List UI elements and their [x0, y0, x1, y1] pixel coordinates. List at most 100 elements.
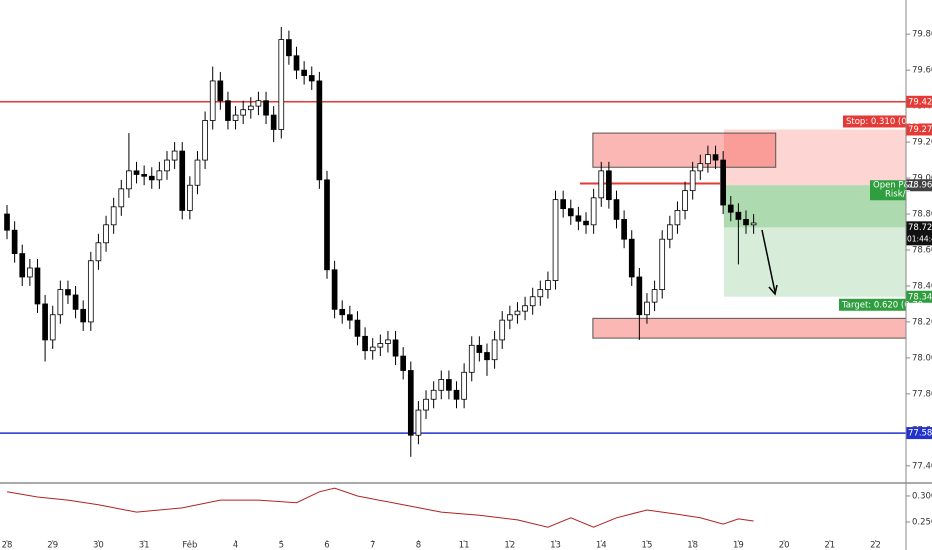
stop-text-box [843, 115, 906, 128]
candle-body [461, 371, 467, 400]
osc-tick-label: 0.300 [912, 491, 932, 501]
candle-body [286, 39, 292, 57]
candle-body [666, 224, 673, 240]
candle-body [202, 120, 208, 161]
candle-body [11, 229, 18, 254]
candle-body [49, 314, 56, 341]
candle-body [430, 389, 437, 400]
candle-body [446, 379, 452, 391]
candle-body [506, 314, 513, 321]
candle-body [133, 170, 140, 175]
x-tick-label: 11 [459, 541, 470, 550]
candle-body [621, 219, 627, 240]
entry-price-badge [906, 179, 932, 192]
candle-body [148, 175, 155, 181]
candle-body [468, 344, 475, 373]
y-tick-label: 77.400 [912, 461, 932, 471]
candle-body [19, 253, 26, 278]
candle-body [522, 305, 528, 312]
candle-body [110, 206, 117, 226]
y-tick-label: 79.800 [912, 30, 932, 40]
candle-body [689, 170, 696, 192]
candle-body [187, 184, 193, 211]
pnl-text: Open P&L: [873, 181, 918, 191]
candle-body [697, 163, 704, 172]
candle-body [80, 308, 87, 323]
candle-body [567, 208, 574, 217]
candle-body [484, 352, 490, 361]
entry-price-label: 78.960 [908, 181, 932, 191]
candle-body [590, 197, 597, 226]
target-price-label: 78.340 [908, 292, 932, 302]
x-tick-label: 29 [47, 541, 58, 550]
candle-body [293, 55, 300, 71]
candle-body [499, 319, 506, 341]
candle-body [331, 269, 338, 310]
y-tick-label: 79.000 [912, 174, 932, 184]
level-label: 79.424 [908, 97, 932, 107]
x-tick-label: 8 [416, 541, 421, 550]
candle-body [529, 296, 536, 307]
y-tick-label: 77.800 [912, 389, 932, 399]
candle-body [118, 188, 125, 208]
y-tick-label: 79.600 [912, 66, 932, 76]
candle-body [362, 335, 368, 352]
candle-body [545, 280, 551, 290]
candle-body [255, 100, 262, 107]
projection-arrow [761, 229, 776, 293]
y-tick-label: 79.200 [912, 138, 932, 148]
x-tick-label: 12 [504, 541, 515, 550]
candle-body [552, 199, 559, 281]
candle-body [491, 339, 498, 361]
candle-body [750, 222, 757, 226]
x-tick-label: 18 [687, 541, 698, 550]
candle-body [270, 114, 277, 130]
candle-body [240, 109, 247, 116]
x-tick-label: 20 [779, 541, 790, 550]
candle-body [735, 211, 742, 220]
x-tick-label: Feb [182, 541, 197, 550]
candle-body [141, 174, 147, 177]
candle-body [95, 242, 102, 262]
candle-body [720, 159, 726, 206]
stop-zone [723, 129, 906, 186]
last-price-badge [906, 221, 932, 246]
candle-body [682, 190, 688, 211]
candle-body [308, 75, 315, 82]
target-price-badge [906, 290, 932, 303]
stop-price-badge [906, 123, 932, 136]
candle-body [42, 303, 48, 341]
x-tick-label: 28 [2, 541, 13, 550]
candle-body [179, 150, 186, 211]
candle-body [644, 301, 650, 316]
candle-body [354, 319, 361, 337]
x-tick-label: 22 [870, 541, 881, 550]
candle-body [72, 294, 79, 310]
candle-body [278, 39, 285, 130]
candle-body [263, 100, 269, 116]
level-badge [906, 95, 932, 108]
candle-body [598, 170, 605, 199]
pnl-box [870, 180, 906, 201]
candle-body [392, 339, 399, 357]
candle-body [407, 370, 414, 436]
chart-layer: 77.40077.60077.80078.00078.20078.40078.6… [0, 26, 932, 550]
candle-body [27, 267, 33, 278]
candle-body [247, 105, 254, 111]
candle-body [606, 170, 612, 201]
candle-body [476, 344, 483, 353]
y-tick-label: 78.200 [912, 317, 932, 327]
candle-body [4, 213, 10, 231]
x-tick-label: 14 [596, 541, 607, 550]
candle-body [377, 343, 384, 348]
level-label: 77.582 [908, 429, 932, 439]
candle-body [674, 210, 681, 226]
candle-body [636, 276, 643, 316]
candle-body [217, 80, 224, 102]
candle-body [301, 69, 307, 76]
x-tick-label: 21 [824, 541, 835, 550]
candle-body [712, 154, 719, 161]
arrow-head [768, 284, 778, 296]
candle-body [347, 314, 353, 321]
